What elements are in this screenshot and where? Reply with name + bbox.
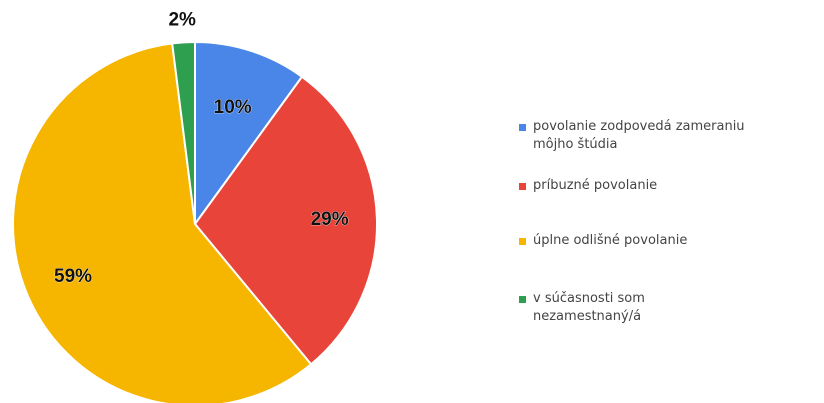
pie-data-labels: 10% 29% 59% 2%	[54, 9, 349, 287]
pie-slice	[194, 40, 304, 228]
pie-slice-label: 10%	[214, 97, 252, 118]
legend-swatch	[519, 183, 526, 190]
pie-slice	[193, 75, 378, 366]
legend-item: príbuzné povolanie	[519, 177, 819, 195]
legend-swatch	[519, 296, 526, 303]
pie-slices	[12, 40, 378, 403]
pie-slice-label: 29%	[311, 209, 349, 230]
pie-slice	[12, 42, 313, 403]
pie-slice	[171, 40, 196, 225]
legend-label: úplne odlišné povolanie	[533, 233, 688, 248]
legend-item: povolanie zodpovedá zameraniu môjho štúd…	[519, 118, 819, 154]
pie-slice-label: 59%	[54, 266, 92, 287]
legend-label: príbuzné povolanie	[533, 178, 658, 193]
legend-item: úplne odlišné povolanie	[519, 232, 819, 250]
legend-swatch	[519, 238, 526, 245]
legend-label: v súčasnosti som nezamestnaný/á	[533, 291, 645, 324]
legend-label: povolanie zodpovedá zameraniu môjho štúd…	[533, 119, 745, 152]
legend-swatch	[519, 124, 526, 131]
pie-slice-label: 2%	[168, 10, 196, 31]
legend-item: v súčasnosti som nezamestnaný/á	[519, 290, 819, 326]
